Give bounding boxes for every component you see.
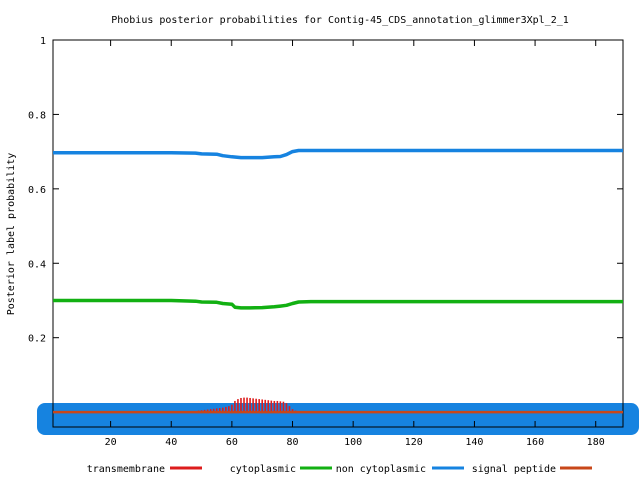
y-tick-label: 1 — [40, 36, 46, 47]
x-tick-label: 80 — [286, 437, 298, 448]
x-tick-label: 160 — [526, 437, 544, 448]
x-tick-label: 180 — [587, 437, 605, 448]
y-tick-label: 0.2 — [28, 334, 46, 345]
x-tick-label: 60 — [226, 437, 238, 448]
legend-label: non cytoplasmic — [336, 464, 426, 475]
non-cytoplasmic-line — [53, 148, 623, 160]
y-tick-label: 0.4 — [28, 259, 46, 270]
y-tick-label: 0.6 — [28, 185, 46, 196]
x-tick-label: 20 — [105, 437, 117, 448]
x-tick-label: 100 — [344, 437, 362, 448]
legend-label: cytoplasmic — [230, 464, 296, 475]
legend-label: transmembrane — [87, 464, 165, 475]
x-tick-label: 140 — [465, 437, 483, 448]
plot-frame — [52, 39, 624, 428]
chart-title: Phobius posterior probabilities for Cont… — [111, 15, 569, 26]
legend-label: signal peptide — [472, 464, 556, 475]
legend: transmembrane cytoplasmic non cytoplasmic s… — [87, 464, 592, 475]
x-tick-label: 40 — [165, 437, 177, 448]
y-axis-label: Posterior label probability — [6, 153, 17, 316]
y-tick-label: 0.8 — [28, 110, 46, 121]
cytoplasmic-line — [53, 298, 623, 310]
x-tick-label: 120 — [405, 437, 423, 448]
bottom-band — [37, 403, 639, 435]
